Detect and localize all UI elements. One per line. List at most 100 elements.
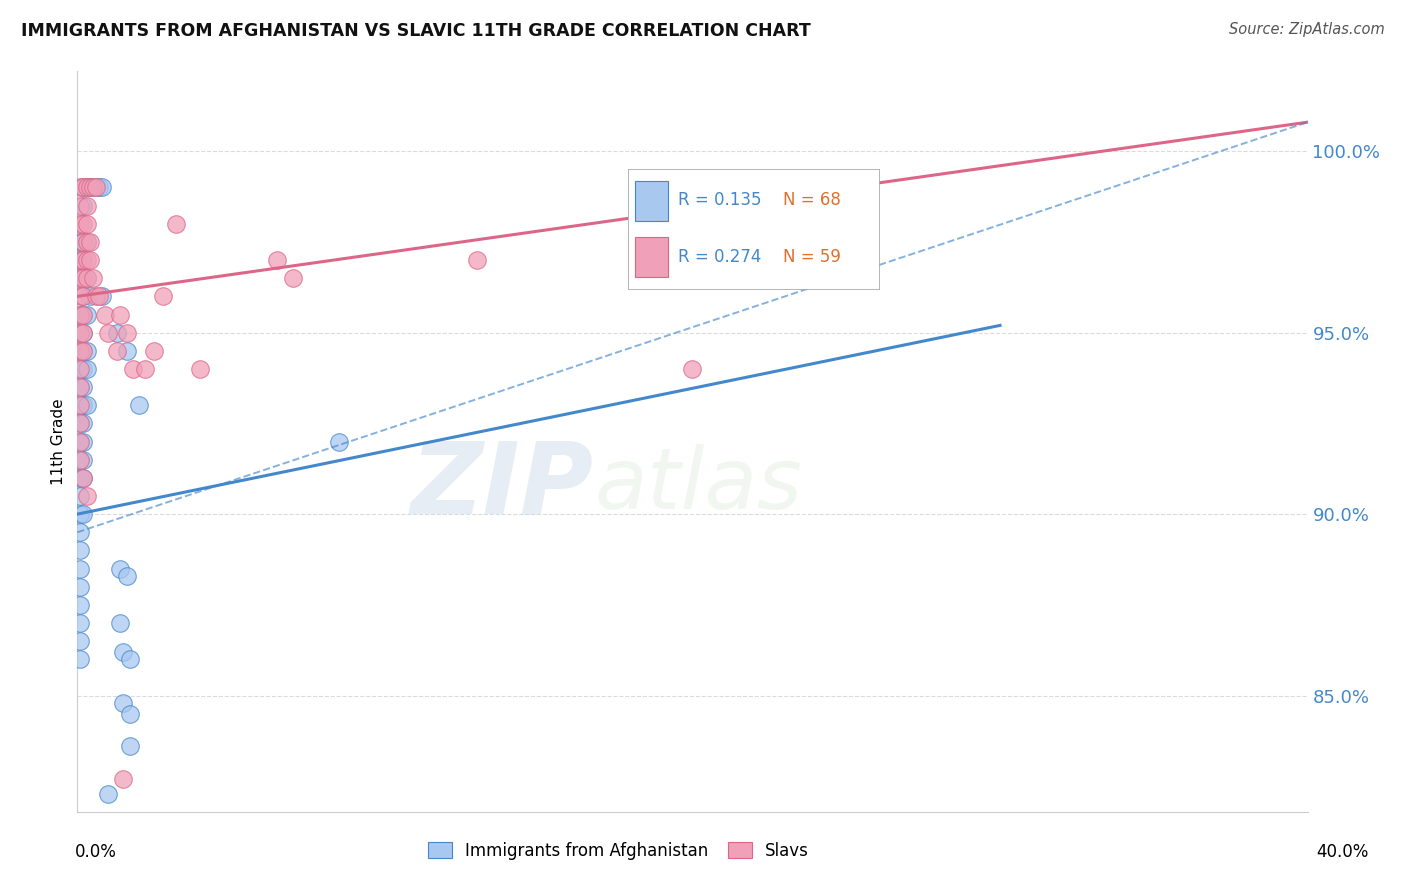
Point [188,362,212,376]
Point [72,180,94,194]
Point [87,289,110,303]
Point [328,434,350,449]
Point [69,271,91,285]
Point [90,180,114,194]
Point [69,308,91,322]
Point [110,561,132,575]
Point [110,308,132,322]
Point [76,180,98,194]
Point [72,271,94,285]
Point [69,452,91,467]
Text: ZIP: ZIP [411,437,595,534]
Point [115,343,138,358]
Point [69,471,91,485]
Point [79,253,101,268]
Point [112,696,135,710]
Point [69,561,91,575]
Point [105,326,128,340]
Point [72,434,94,449]
Y-axis label: 11th Grade: 11th Grade [51,398,66,485]
Text: N = 59: N = 59 [783,248,841,266]
Point [72,199,94,213]
Point [118,739,141,754]
Point [76,489,98,503]
Point [76,235,98,249]
Point [118,652,141,666]
Point [69,580,91,594]
Point [69,253,91,268]
Point [110,615,132,630]
Point [69,343,91,358]
Point [69,489,91,503]
Text: Source: ZipAtlas.com: Source: ZipAtlas.com [1229,22,1385,37]
Point [69,543,91,558]
Point [72,235,94,249]
Point [87,180,110,194]
Point [72,217,94,231]
Text: IMMIGRANTS FROM AFGHANISTAN VS SLAVIC 11TH GRADE CORRELATION CHART: IMMIGRANTS FROM AFGHANISTAN VS SLAVIC 11… [21,22,811,40]
Point [72,235,94,249]
Point [69,634,91,648]
Point [69,398,91,412]
Point [72,308,94,322]
Point [112,772,135,786]
Point [72,380,94,394]
Point [82,271,104,285]
Point [76,343,98,358]
Point [69,362,91,376]
Point [69,652,91,666]
FancyBboxPatch shape [636,181,668,220]
Text: 40.0%: 40.0% [1316,843,1369,861]
Point [118,706,141,721]
Point [76,180,98,194]
Point [105,343,128,358]
Point [72,471,94,485]
Point [72,326,94,340]
Point [76,398,98,412]
Point [69,308,91,322]
Point [266,253,288,268]
Point [79,289,101,303]
Point [72,398,94,412]
Point [72,308,94,322]
Point [72,507,94,521]
Point [682,362,704,376]
Point [69,180,91,194]
Point [72,253,94,268]
Point [69,598,91,612]
Point [84,180,107,194]
Point [82,180,104,194]
Point [69,380,91,394]
Point [76,271,98,285]
Point [69,362,91,376]
Point [84,180,107,194]
Point [72,417,94,431]
Point [90,289,114,303]
Text: atlas: atlas [595,444,801,527]
Point [72,289,94,303]
Point [94,308,117,322]
Point [69,326,91,340]
Text: 0.0%: 0.0% [75,843,117,861]
Point [76,362,98,376]
Point [72,471,94,485]
Point [72,343,94,358]
Point [79,180,101,194]
Point [76,235,98,249]
Point [143,343,166,358]
Point [112,645,135,659]
Point [76,199,98,213]
Point [165,217,187,231]
Point [69,452,91,467]
Point [76,253,98,268]
Point [152,289,174,303]
Point [72,289,94,303]
FancyBboxPatch shape [636,237,668,277]
Point [84,289,107,303]
Point [79,180,101,194]
Point [69,289,91,303]
Point [72,452,94,467]
Point [72,362,94,376]
Point [69,326,91,340]
Point [115,569,138,583]
